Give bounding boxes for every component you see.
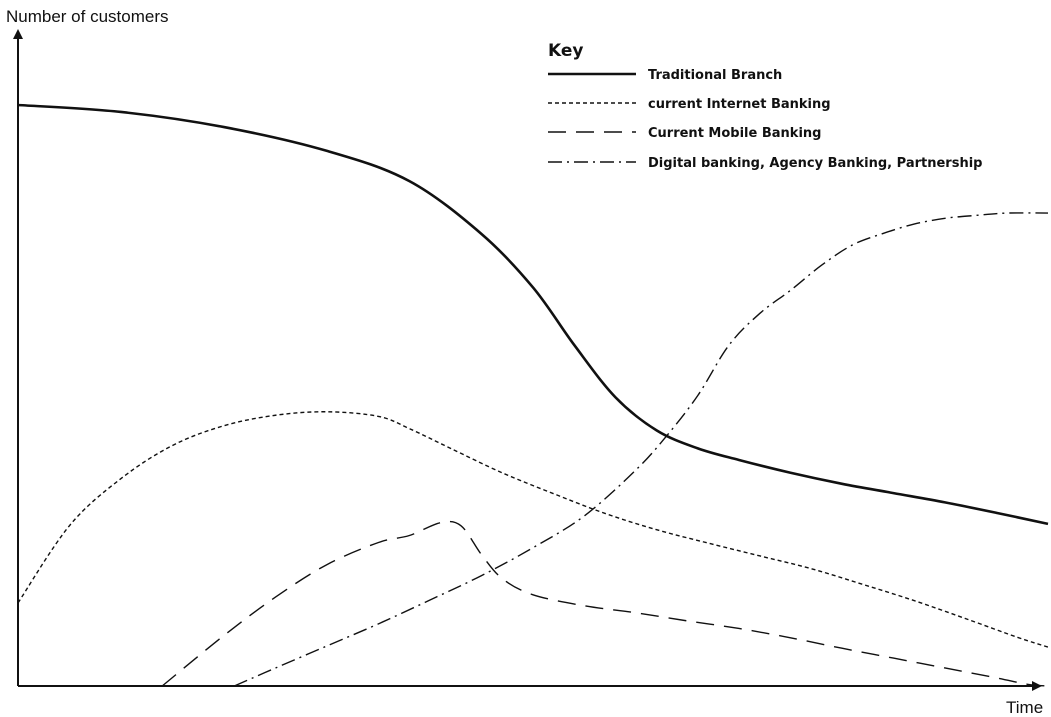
series-line-current-internet-banking	[17, 411, 1049, 648]
legend-item: Digital banking, Agency Banking, Partner…	[548, 156, 982, 171]
series-line-current-mobile-banking	[161, 520, 1049, 687]
legend: Key Traditional Branch current Internet B…	[548, 41, 982, 171]
legend-items: Traditional Branch current Internet Banki…	[548, 68, 982, 171]
legend-title: Key	[548, 41, 584, 61]
series-line-traditional-branch	[17, 103, 1049, 526]
axes	[13, 29, 1042, 691]
y-axis-title: Number of customers	[6, 7, 169, 26]
legend-label-current-internet-banking: current Internet Banking	[648, 97, 831, 112]
x-axis-title: Time	[1006, 698, 1043, 717]
legend-label-current-mobile-banking: Current Mobile Banking	[648, 126, 821, 141]
legend-label-traditional-branch: Traditional Branch	[648, 68, 782, 83]
legend-item: current Internet Banking	[548, 97, 831, 112]
series-layer	[17, 103, 1049, 687]
legend-item: Traditional Branch	[548, 68, 782, 83]
series-line-digital-banking-agency-banking-partnership	[234, 212, 1049, 687]
legend-item: Current Mobile Banking	[548, 126, 821, 141]
legend-label-digital-banking-agency-banking-partnership: Digital banking, Agency Banking, Partner…	[648, 156, 982, 171]
